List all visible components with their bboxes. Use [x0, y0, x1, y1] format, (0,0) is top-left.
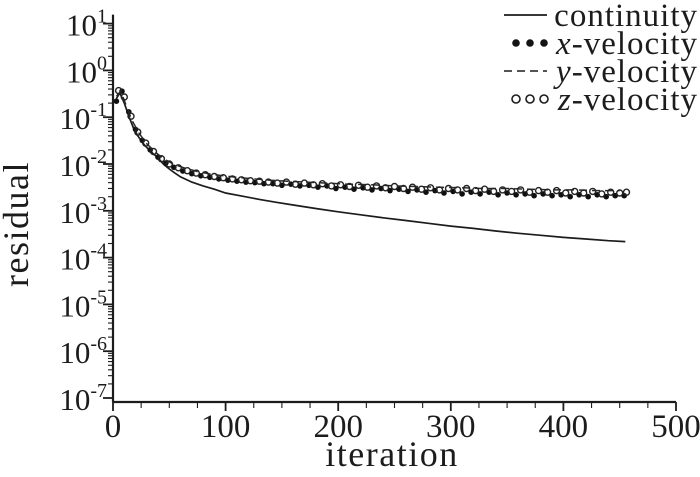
x-tick-labels: 0 100 200 300 400 500	[105, 409, 700, 445]
x-tick-label: 0	[105, 409, 122, 445]
series-z-velocity	[114, 86, 631, 198]
x-tick-label: 100	[201, 409, 251, 445]
x-major-ticks	[112, 402, 677, 411]
legend-item-continuity: continuity	[504, 0, 698, 34]
y-tick-label: 10-7	[59, 380, 107, 417]
x-minor-ticks	[140, 402, 649, 408]
legend: continuity x-velocity y-velocity z-veloc…	[504, 0, 698, 118]
x-tick-label: 500	[651, 409, 700, 445]
legend-item-y-velocity: y-velocity	[504, 54, 698, 90]
y-tick-label: 101	[66, 6, 107, 43]
y-tick-label: 10-6	[59, 333, 107, 370]
legend-label-continuity: continuity	[554, 0, 698, 34]
legend-label-z-velocity: z-velocity	[557, 82, 698, 118]
y-minor-ticks	[108, 25, 113, 385]
y-tick-label: 10-4	[59, 240, 107, 277]
y-tick-label: 100	[66, 52, 107, 89]
legend-filled-dots-icon	[512, 39, 548, 47]
series-continuity	[115, 91, 626, 243]
y-tick-label: 10-5	[59, 286, 107, 323]
x-tick-label: 400	[539, 409, 589, 445]
y-tick-label: 10-3	[59, 193, 107, 230]
series-x-velocity	[113, 88, 627, 200]
x-tick-label: 300	[426, 409, 476, 445]
legend-label-x-velocity: x-velocity	[555, 26, 698, 62]
legend-open-circles-icon	[511, 94, 549, 104]
axes: 101 100 10-1 10-2 10-3 10-4 10-5 10-6 10-70 100 20…	[59, 6, 700, 445]
y-axis-label: residual	[0, 161, 36, 287]
x-axis-label: iteration	[325, 434, 458, 474]
legend-item-x-velocity: x-velocity	[512, 26, 698, 62]
y-tick-label: 10-1	[59, 99, 107, 136]
plot-series	[113, 86, 631, 243]
legend-item-z-velocity: z-velocity	[511, 82, 698, 118]
y-tick-labels: 101 100 10-1 10-2 10-3 10-4 10-5 10-6 10-7	[59, 6, 107, 417]
legend-label-y-velocity: y-velocity	[553, 54, 698, 90]
y-major-ticks	[103, 22, 113, 399]
x-tick-label: 200	[313, 409, 363, 445]
y-tick-label: 10-2	[59, 146, 107, 183]
